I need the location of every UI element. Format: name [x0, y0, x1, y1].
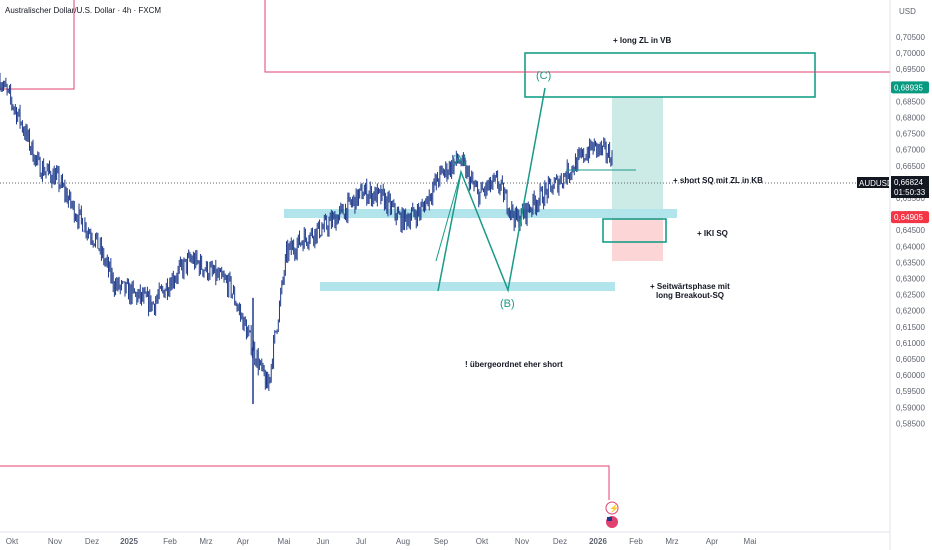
price-tick-label: 0,61000	[896, 339, 925, 348]
wave-a-label: (A)	[452, 154, 467, 166]
time-tick-label: Feb	[163, 537, 177, 546]
price-tick-label: 0,63000	[896, 275, 925, 284]
time-tick-label: Dez	[553, 537, 567, 546]
profit-zone[interactable]	[612, 97, 663, 218]
price-tick-label: 0,62000	[896, 307, 925, 316]
wave-path[interactable]	[437, 87, 546, 293]
time-tick-label: Apr	[237, 537, 250, 546]
annotation-seitwaerts-1: + Seitwärtsphase mit	[650, 282, 730, 291]
time-tick-label: Apr	[706, 537, 719, 546]
annotation-uebergeordnet: ! übergeordnet eher short	[465, 360, 563, 369]
price-badge[interactable]	[891, 81, 929, 94]
range-zone-lower[interactable]	[320, 282, 615, 291]
event-icon[interactable]	[605, 501, 619, 515]
price-tick-label: 0,64500	[896, 226, 925, 235]
time-tick-label: 2025	[120, 537, 138, 546]
wave-c-label: (C)	[536, 70, 551, 82]
time-tick-label: Mai	[278, 537, 291, 546]
symbol-badge[interactable]	[857, 177, 889, 188]
time-tick-label: Sep	[434, 537, 449, 546]
price-tick-label: 0,69500	[896, 65, 925, 74]
price-tick-label: 0,60500	[896, 355, 925, 364]
us-flag-canton	[607, 517, 612, 521]
price-tick-label: 0,64000	[896, 242, 925, 251]
pink-level-top-right[interactable]	[264, 0, 890, 73]
candle-countdown: 01:50:33	[894, 188, 926, 197]
annotation-short-sq: + short SQ mit ZL in KB	[673, 176, 763, 185]
price-tick-label: 0,66500	[896, 162, 925, 171]
current-price-value: 0,66824	[894, 178, 923, 187]
price-tick-label: 0,70500	[896, 33, 925, 42]
annotation-seitwaerts-2: long Breakout-SQ	[656, 291, 724, 300]
lightning-icon: ⚡	[609, 503, 619, 513]
wave-b-label: (B)	[500, 298, 515, 310]
annotation-iki-sq: + IKI SQ	[697, 229, 728, 238]
time-tick-label: Jul	[356, 537, 366, 546]
pink-level-bottom[interactable]	[0, 465, 610, 500]
time-tick-label: 2026	[589, 537, 607, 546]
time-tick-label: Dez	[85, 537, 99, 546]
price-tick-label: 0,68500	[896, 97, 925, 106]
range-zone-upper[interactable]	[284, 209, 677, 218]
chart-title: Australischer Dollar/U.S. Dollar · 4h · …	[5, 6, 161, 15]
price-tick-label: 0,62500	[896, 291, 925, 300]
price-tick-label: 0,58500	[896, 419, 925, 428]
price-tick-label: 0,61500	[896, 323, 925, 332]
time-tick-label: Okt	[476, 537, 489, 546]
time-tick-label: Mrz	[665, 537, 678, 546]
time-tick-label: Jun	[317, 537, 330, 546]
price-tick-label: 0,68000	[896, 114, 925, 123]
price-tick-label: 0,63500	[896, 258, 925, 267]
pink-level-top-left[interactable]	[0, 0, 75, 90]
time-tick-label: Aug	[396, 537, 410, 546]
price-tick-label: 0,67500	[896, 130, 925, 139]
symbol-name: AUDUSD	[859, 179, 893, 188]
time-tick-label: Mrz	[199, 537, 212, 546]
time-tick-label: Okt	[6, 537, 19, 546]
price-tick-label: 0,67000	[896, 146, 925, 155]
long-target-box[interactable]	[524, 52, 816, 98]
time-tick-label: Mai	[744, 537, 757, 546]
price-tick-label: 0,59000	[896, 403, 925, 412]
price-tick-label: 0,65500	[896, 194, 925, 203]
candlestick-series[interactable]	[0, 72, 613, 405]
price-badge[interactable]	[891, 211, 929, 224]
annotation-long-zl: + long ZL in VB	[613, 36, 672, 45]
price-tick-label: 0,59500	[896, 387, 925, 396]
iki-sq-box[interactable]	[602, 218, 667, 243]
current-price-badge[interactable]	[891, 176, 929, 198]
loss-zone[interactable]	[612, 218, 663, 261]
time-tick-label: Nov	[515, 537, 529, 546]
price-badge-label: 0,68935	[894, 83, 923, 92]
currency-label[interactable]: USD	[899, 7, 916, 16]
time-tick-label: Feb	[629, 537, 643, 546]
time-axis-ticks: Okt Nov Dez 2025 Feb Mrz Apr Mai Jun Jul Aug Sep Okt…	[6, 537, 757, 546]
wave-a-to-b-line[interactable]	[435, 171, 462, 262]
price-badge-label: 0,64905	[894, 213, 923, 222]
time-tick-label: Nov	[48, 537, 62, 546]
price-tick-label: 0,70000	[896, 49, 925, 58]
price-tick-label: 0,60000	[896, 371, 925, 380]
